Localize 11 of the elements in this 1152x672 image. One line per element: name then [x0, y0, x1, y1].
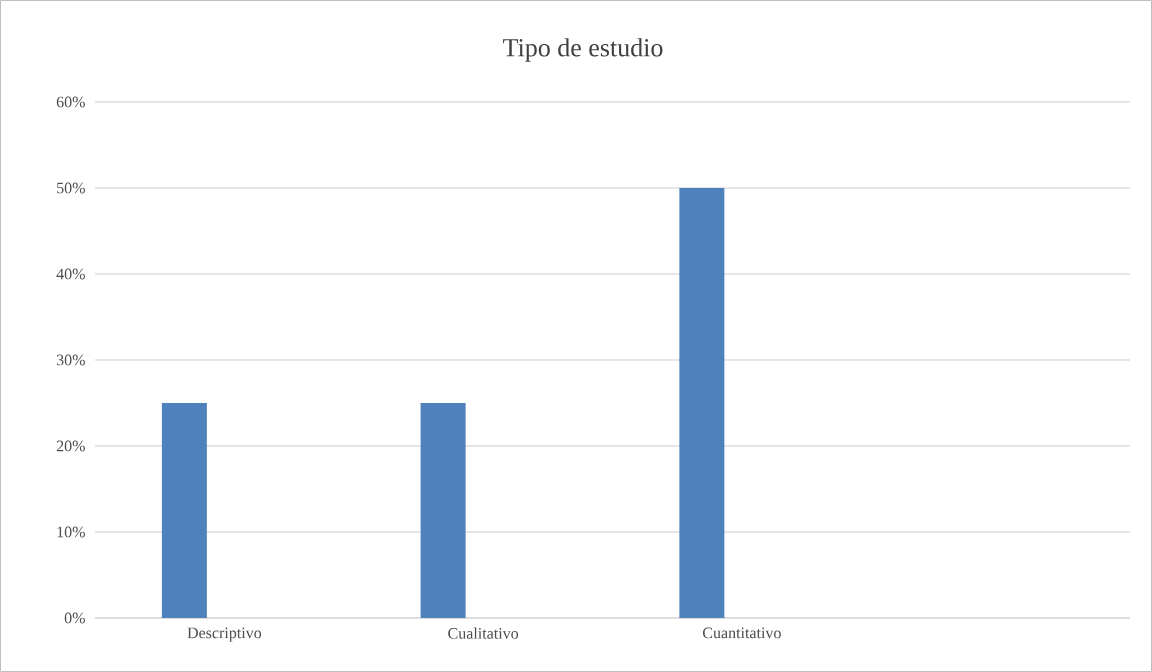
y-tick-label: 0%	[64, 612, 85, 624]
x-tick-label: Cuantitativo	[702, 627, 781, 639]
y-tick-label: 40%	[56, 268, 85, 280]
y-tick-label: 60%	[56, 96, 85, 108]
x-tick-label: Descriptivo	[187, 627, 262, 642]
y-tick-label: 20%	[56, 440, 85, 452]
x-tick-label: Cualitativo	[448, 627, 519, 639]
chart-title: Tipo de estudio	[503, 38, 663, 62]
y-tick-label: 10%	[57, 526, 85, 538]
y-tick-label: 50%	[57, 182, 85, 194]
y-tick-label: 30%	[56, 354, 85, 366]
